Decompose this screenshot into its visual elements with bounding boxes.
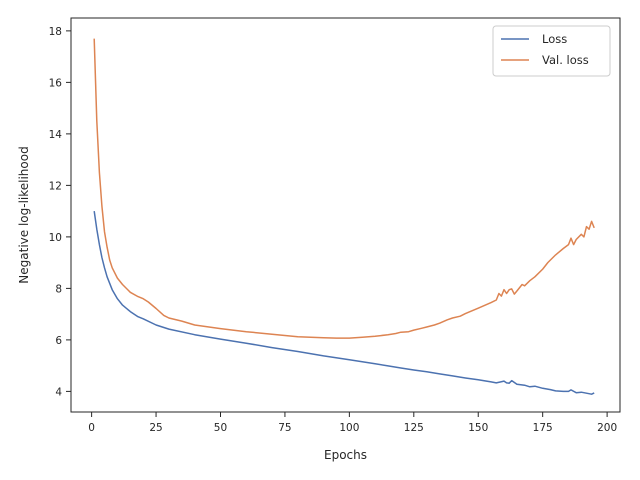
x-axis-label: Epochs [324,448,367,462]
y-tick-label: 14 [49,129,63,141]
legend-label-1: Val. loss [542,53,589,67]
y-tick-label: 18 [49,26,62,38]
legend-label-0: Loss [542,32,567,46]
x-tick-label: 25 [149,422,162,434]
y-axis: 4 6 8 10 12 14 16 18 [49,26,71,398]
x-tick-label: 175 [533,422,553,434]
series-line-1 [93,38,595,339]
x-tick-label: 125 [404,422,424,434]
y-tick-label: 6 [55,335,62,347]
plot-area [93,38,595,395]
x-tick-label: 0 [88,422,95,434]
y-tick-label: 4 [55,386,62,398]
y-axis-label: Negative log-likelihood [17,146,31,283]
plot-frame [70,17,621,413]
x-axis: 0 25 50 75 100 125 150 175 200 [88,412,617,434]
x-tick-label: 50 [214,422,227,434]
x-tick-label: 150 [468,422,488,434]
y-tick-label: 10 [49,232,62,244]
x-tick-label: 100 [339,422,359,434]
x-tick-label: 200 [597,422,617,434]
x-tick-label: 75 [278,422,291,434]
legend: Loss Val. loss [492,25,611,77]
y-tick-label: 8 [55,283,62,295]
series-line-0 [93,210,595,395]
y-tick-label: 12 [49,180,62,192]
y-tick-label: 16 [49,77,63,89]
